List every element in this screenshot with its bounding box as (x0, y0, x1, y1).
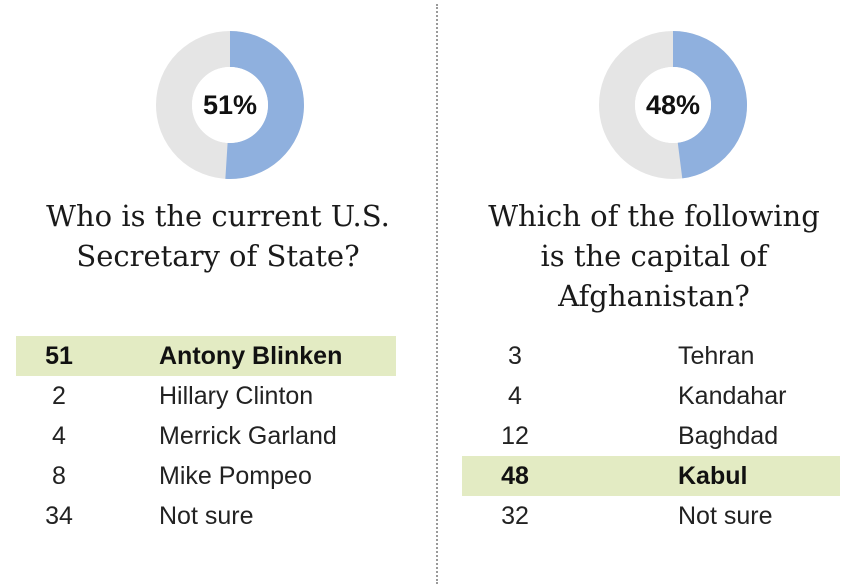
answer-percent: 8 (52, 462, 66, 490)
answer-row: 12 Baghdad (462, 416, 840, 456)
answer-label: Antony Blinken (159, 342, 343, 370)
answer-label: Kabul (678, 462, 748, 490)
donut-arc-correct (672, 31, 747, 179)
answer-table: 51 Antony Blinken 2 Hillary Clinton 4 Me… (16, 336, 396, 536)
donut-percent-label: 48% (646, 90, 700, 120)
question-title: Which of the following is the capital of… (444, 196, 848, 316)
answer-label: Not sure (678, 502, 773, 530)
answer-row: 34 Not sure (16, 496, 396, 536)
answer-percent: 48 (501, 462, 529, 490)
answer-label: Not sure (159, 502, 254, 530)
answer-label: Hillary Clinton (159, 382, 314, 410)
answer-percent: 2 (52, 382, 66, 410)
quiz-panel-secretary-of-state: 51% Who is the current U.S. Secretary of… (16, 31, 396, 536)
answer-label: Mike Pompeo (159, 462, 312, 490)
question-line: is the capital of (540, 239, 768, 273)
answer-percent: 32 (501, 502, 529, 530)
answer-table: 3 Tehran 4 Kandahar 12 Baghdad 48 Kabul … (462, 336, 840, 536)
answer-row: 8 Mike Pompeo (16, 456, 396, 496)
donut-chart-secretary: 51% (156, 31, 304, 179)
donut-hole (635, 67, 711, 143)
question-line: Who is the current U.S. (46, 199, 390, 233)
answer-percent: 4 (52, 422, 66, 450)
answer-row: 51 Antony Blinken (16, 336, 396, 376)
donut-percent-label: 51% (203, 90, 257, 120)
question-line: Afghanistan? (558, 279, 750, 313)
answer-row: 32 Not sure (462, 496, 840, 536)
answer-label: Merrick Garland (159, 422, 337, 450)
answer-label: Kandahar (678, 382, 787, 410)
answer-label: Tehran (678, 342, 755, 370)
answer-row: 4 Merrick Garland (16, 416, 396, 456)
quiz-panel-afghanistan-capital: 48% Which of the following is the capita… (424, 0, 848, 588)
answer-row: 48 Kabul (462, 456, 840, 496)
answer-row: 2 Hillary Clinton (16, 376, 396, 416)
question-title: Who is the current U.S. Secretary of Sta… (8, 196, 428, 276)
question-line: Which of the following (488, 199, 820, 233)
answer-percent: 4 (508, 382, 522, 410)
answer-row: 3 Tehran (462, 336, 840, 376)
answer-percent: 51 (45, 342, 73, 370)
answer-percent: 34 (45, 502, 73, 530)
dotted-divider (436, 4, 438, 584)
answer-label: Baghdad (678, 422, 779, 450)
donut-hole (192, 67, 268, 143)
donut-chart-afghanistan: 48% (599, 31, 747, 179)
question-line: Secretary of State? (76, 239, 360, 273)
donut-arc-correct (225, 31, 304, 179)
answer-row: 4 Kandahar (462, 376, 840, 416)
answer-percent: 3 (508, 342, 522, 370)
answer-percent: 12 (501, 422, 529, 450)
